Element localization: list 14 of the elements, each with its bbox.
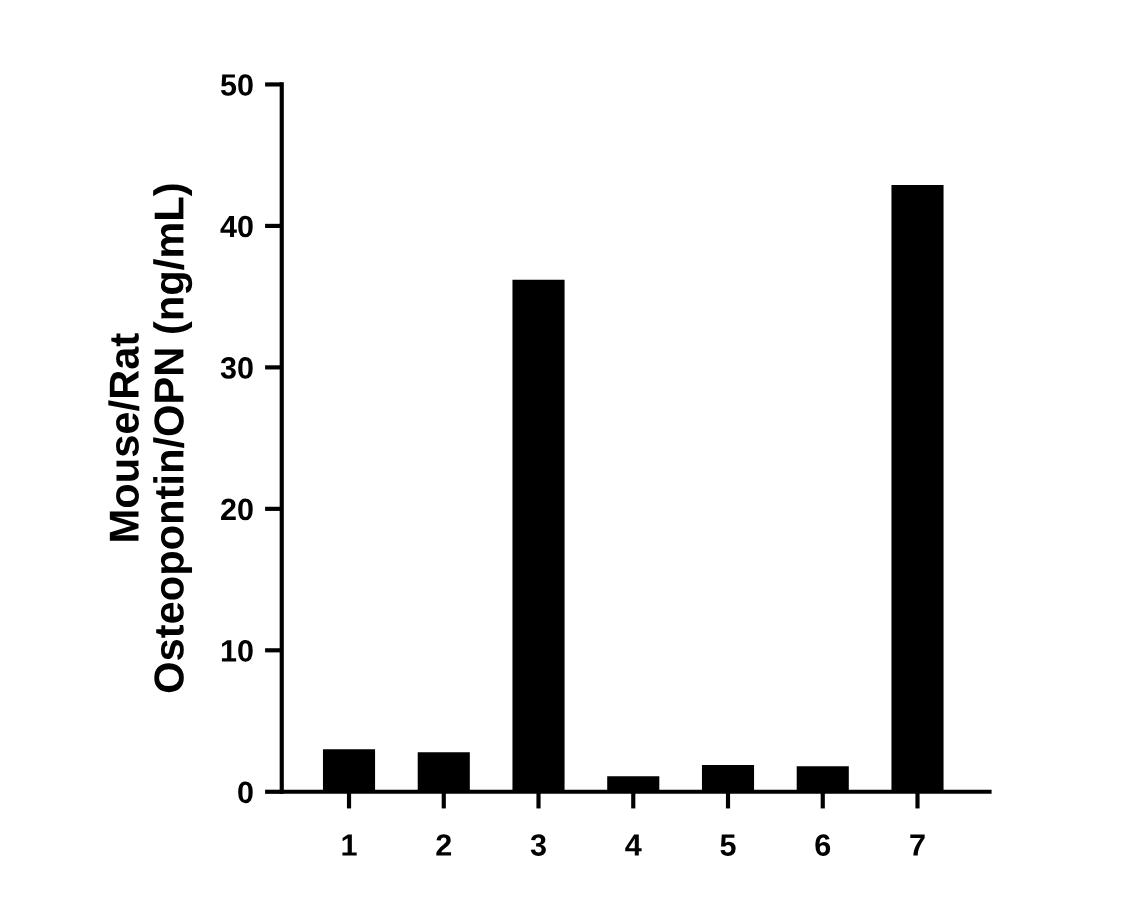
y-tick-label: 0	[238, 781, 253, 804]
x-tick-label: 3	[530, 834, 546, 856]
y-tick-label: 10	[221, 640, 253, 662]
x-tick-label: 2	[436, 834, 452, 856]
y-tick-label: 50	[220, 74, 253, 96]
x-tick-label: 1	[342, 834, 357, 856]
x-tick-label: 4	[625, 834, 642, 856]
x-tick-label: 7	[910, 834, 925, 856]
y-tick-label: 40	[220, 215, 253, 238]
x-tick-label: 5	[720, 834, 736, 856]
y-axis-title: Mouse/Rat Osteopontin/OPN (ng/mL)	[108, 184, 193, 693]
y-tick-label: 20	[221, 498, 253, 521]
x-tick-label: 6	[815, 834, 831, 856]
y-tick-label: 30	[220, 357, 253, 379]
